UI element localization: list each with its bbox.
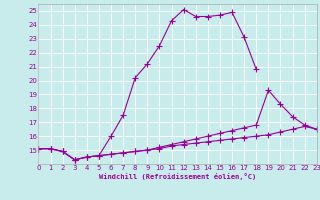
X-axis label: Windchill (Refroidissement éolien,°C): Windchill (Refroidissement éolien,°C) [99, 173, 256, 180]
